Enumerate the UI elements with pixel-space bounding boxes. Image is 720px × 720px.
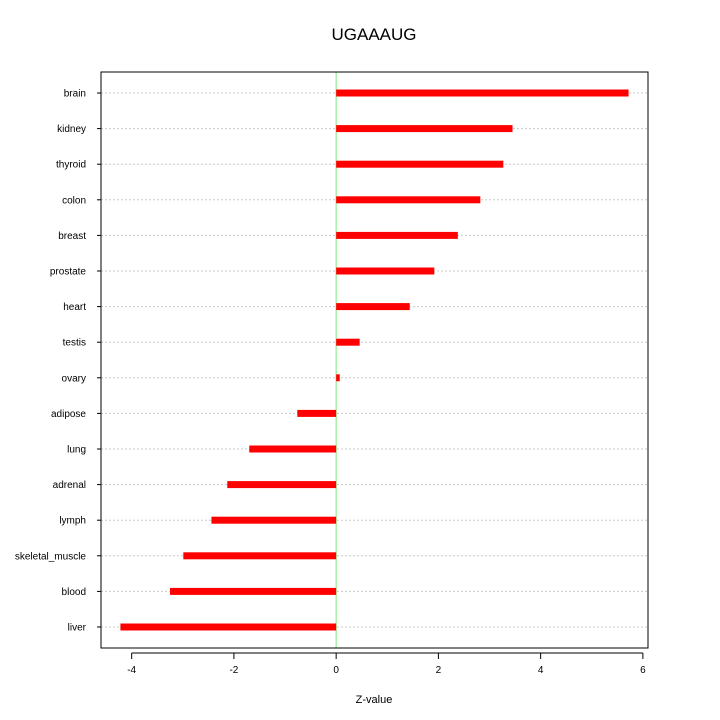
x-tick-label: -2 [229, 665, 238, 676]
x-tick-label: 0 [333, 665, 339, 676]
category-label: heart [63, 302, 86, 313]
bar-heart [336, 303, 410, 311]
category-label: liver [68, 623, 87, 634]
bar-testis [336, 338, 360, 346]
grid-lines [101, 92, 648, 628]
category-label: colon [62, 195, 86, 206]
category-label: adrenal [53, 480, 86, 491]
category-label: ovary [62, 373, 86, 384]
bar-thyroid [336, 160, 504, 168]
bar-liver [120, 623, 337, 631]
x-axis-label: Z-value [356, 694, 393, 706]
bar-lung [249, 445, 337, 453]
bar-skeletal_muscle [183, 552, 337, 560]
bar-kidney [336, 125, 513, 133]
bar-lymph [211, 516, 337, 524]
plot-frame [100, 71, 649, 649]
category-label: skeletal_muscle [15, 551, 87, 562]
bar-colon [336, 196, 481, 204]
x-tick-label: 6 [640, 665, 646, 676]
category-label: adipose [51, 409, 86, 420]
y-axis-labels: brain kidney thyroid colon breast prostate hea… [15, 89, 101, 634]
category-label: blood [62, 587, 86, 598]
bar-adrenal [227, 481, 337, 489]
bar-prostate [336, 267, 435, 275]
x-tick-label: 2 [436, 665, 442, 676]
category-label: breast [58, 231, 86, 242]
category-label: thyroid [56, 160, 86, 171]
bar-adipose [297, 409, 337, 417]
category-label: kidney [57, 124, 86, 135]
category-label: prostate [50, 267, 87, 278]
x-tick-label: -4 [127, 665, 136, 676]
x-tick-label: 4 [538, 665, 544, 676]
category-label: testis [63, 338, 86, 349]
bar-ovary [336, 374, 340, 382]
bar-brain [336, 89, 629, 97]
x-axis: -4 -2 0 2 4 6 [127, 652, 646, 676]
category-label: lung [67, 445, 86, 456]
chart-title: UGAAAUG [331, 25, 416, 44]
bar-blood [170, 587, 337, 595]
bars [120, 89, 629, 631]
category-label: brain [64, 89, 86, 100]
bar-breast [336, 231, 458, 239]
category-label: lymph [59, 516, 86, 527]
